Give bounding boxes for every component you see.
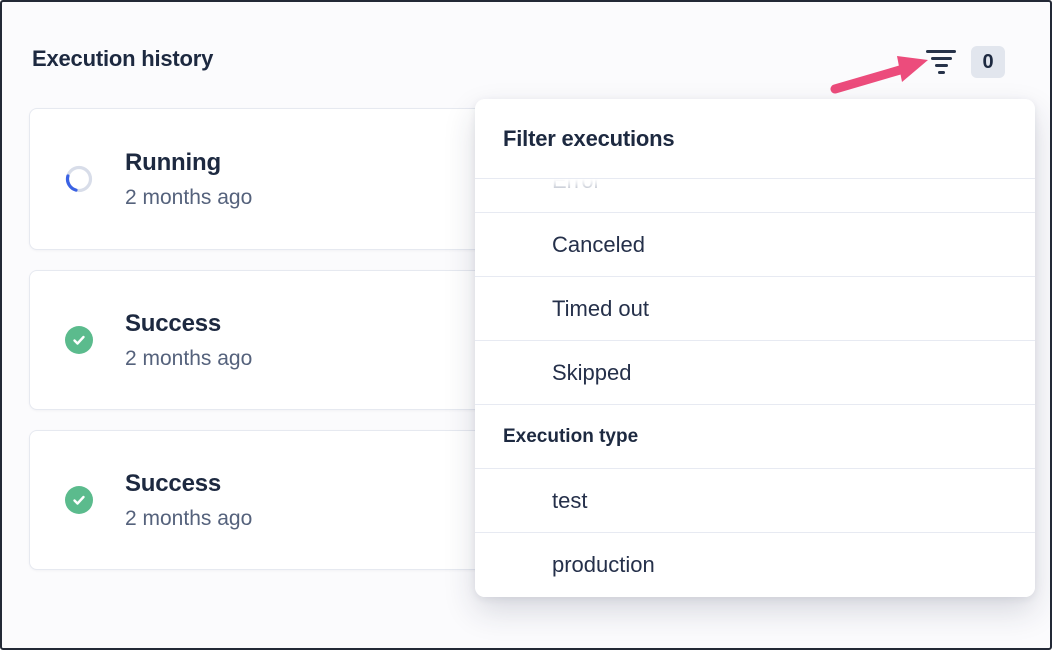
filter-option-label: Skipped [552, 359, 632, 385]
filter-option-canceled[interactable]: Canceled [475, 213, 1035, 277]
filter-executions-dropdown: Filter executions Error Canceled Timed o… [475, 99, 1035, 597]
execution-time: 2 months ago [125, 506, 253, 530]
page-title: Execution history [32, 46, 214, 71]
filter-option-label: production [552, 552, 655, 577]
execution-time: 2 months ago [125, 346, 253, 370]
check-circle-icon [65, 326, 93, 354]
filter-option-production[interactable]: production [475, 533, 1035, 597]
filter-dropdown-title: Filter executions [475, 99, 1035, 179]
check-circle-icon [65, 486, 93, 514]
execution-status: Success [125, 309, 222, 337]
execution-status: Success [125, 469, 222, 497]
filter-option-error[interactable]: Error [475, 179, 1035, 213]
filter-option-label: Timed out [552, 295, 650, 321]
execution-time: 2 months ago [125, 185, 253, 209]
execution-status: Running [125, 148, 221, 176]
annotation-arrow [830, 56, 928, 94]
filter-count-badge: 0 [971, 46, 1005, 78]
filter-section-execution-type: Execution type [475, 405, 1035, 469]
filter-option-label: Error [552, 179, 601, 194]
filter-section-label: Execution type [503, 425, 639, 447]
filter-option-label: test [552, 487, 588, 513]
filter-option-timed-out[interactable]: Timed out [475, 277, 1035, 341]
filter-option-skipped[interactable]: Skipped [475, 341, 1035, 405]
filter-button[interactable] [924, 48, 958, 76]
filter-options-scroll-area[interactable]: Error Canceled Timed out Skipped Executi… [475, 179, 1035, 597]
filter-option-test[interactable]: test [475, 469, 1035, 533]
spinner-icon [65, 165, 93, 193]
filter-option-label: Canceled [552, 231, 645, 257]
